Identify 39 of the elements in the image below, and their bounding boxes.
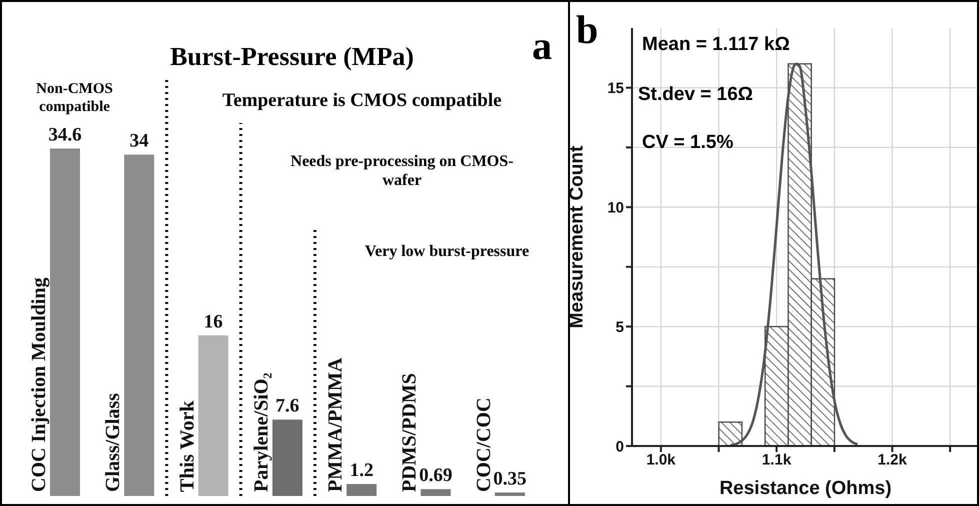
y-tick-label: 0 bbox=[616, 438, 624, 456]
x-tick-label: Glass/Glass bbox=[102, 392, 124, 492]
bar bbox=[124, 154, 154, 496]
bar bbox=[346, 484, 377, 496]
chart-title: Burst-Pressure (MPa) bbox=[169, 42, 415, 72]
data-label: 0.69 bbox=[419, 465, 452, 486]
y-tick-label: 10 bbox=[607, 199, 624, 216]
text: b bbox=[576, 6, 598, 53]
annotation: Needs pre-processing on CMOS-wafer bbox=[290, 152, 514, 190]
x-tick-label: 1.0k bbox=[646, 452, 676, 469]
bar bbox=[50, 148, 80, 496]
x-tick-label: COC/COC bbox=[472, 398, 495, 492]
annotation: St.dev = 16Ω bbox=[638, 84, 754, 106]
x-tick-label: COC Injection Moulding bbox=[28, 278, 50, 492]
x-axis-title: Resistance (Ohms) bbox=[719, 478, 892, 499]
annotation: Mean = 1.117 kΩ bbox=[642, 34, 790, 56]
annotation: CV = 1.5% bbox=[642, 132, 734, 154]
x-tick-label: PMMA/PMMA bbox=[324, 357, 347, 492]
x-tick-label: Parylene/SiO₂ bbox=[250, 372, 272, 492]
x-tick-label: 1.1k bbox=[762, 452, 792, 469]
bar bbox=[494, 492, 525, 496]
data-label: 1.2 bbox=[350, 460, 374, 481]
y-tick-label: 5 bbox=[616, 318, 624, 336]
text: Non-CMOS compatible bbox=[35, 80, 114, 116]
y-tick-label: 15 bbox=[607, 80, 624, 98]
bar bbox=[420, 489, 451, 496]
data-label: 34 bbox=[130, 130, 150, 152]
text: a bbox=[531, 22, 553, 70]
x-tick-label: PDMS/PDMS bbox=[398, 373, 421, 492]
data-label: 34.6 bbox=[48, 124, 82, 146]
bar bbox=[198, 335, 228, 496]
annotation: Very low burst-pressure bbox=[364, 242, 530, 262]
bar bbox=[272, 420, 302, 496]
data-label: 0.35 bbox=[493, 468, 526, 490]
data-label: 16 bbox=[204, 311, 223, 332]
text: Temperature is CMOS compatible bbox=[222, 90, 502, 113]
x-tick-label: 1.2k bbox=[878, 452, 908, 469]
x-tick-label: This Work bbox=[176, 400, 198, 492]
data-label: 7.6 bbox=[276, 396, 300, 417]
